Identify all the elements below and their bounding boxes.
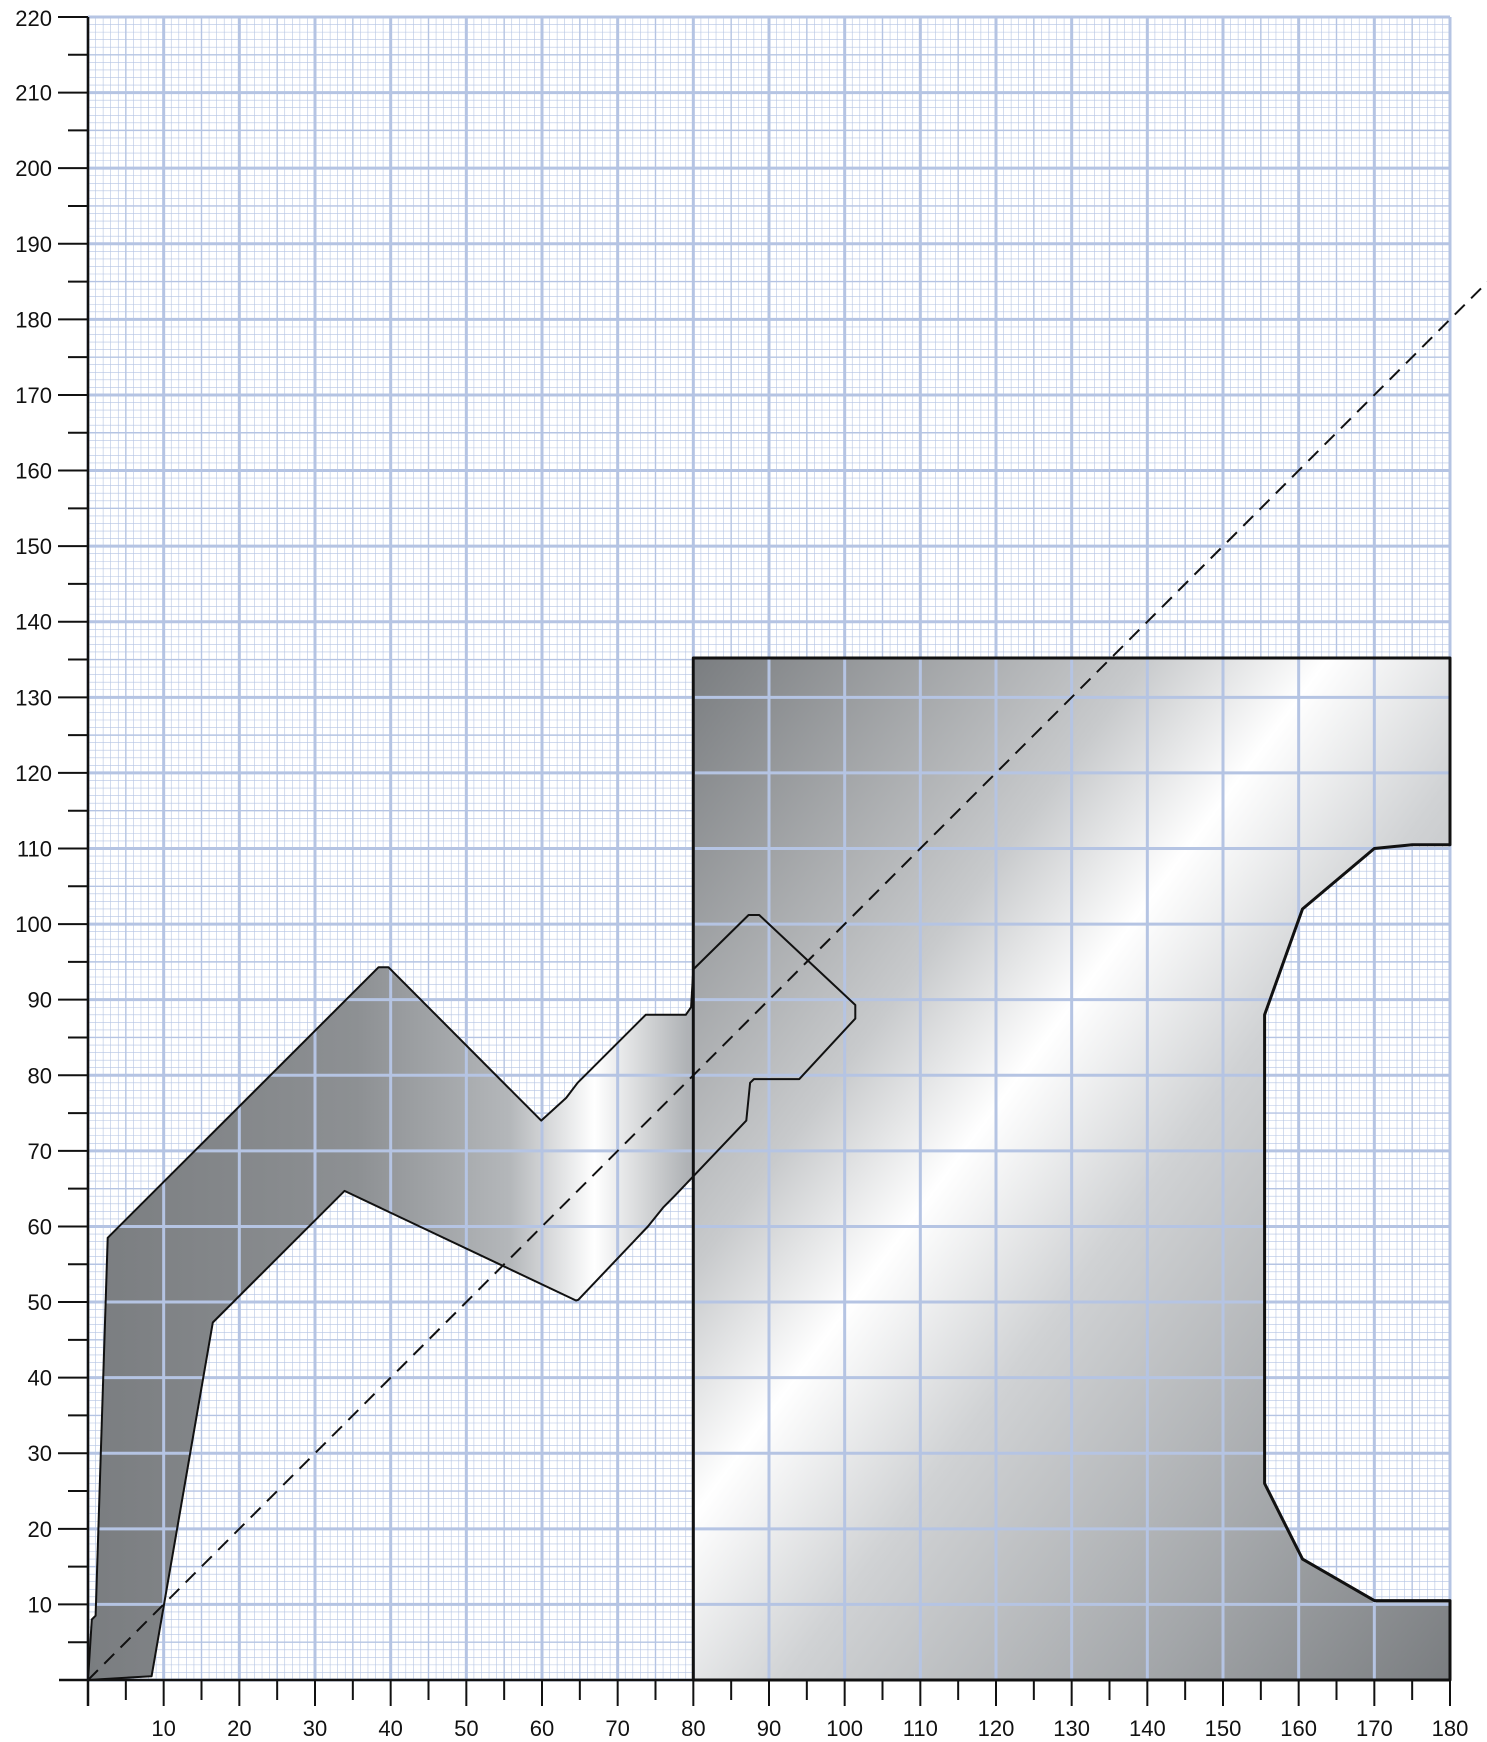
y-tick-label: 140 xyxy=(15,610,52,635)
y-tick-label: 40 xyxy=(28,1366,52,1391)
shape-outlines xyxy=(87,656,1452,1682)
x-tick-label: 110 xyxy=(903,1716,938,1741)
y-tick-label: 160 xyxy=(15,459,52,484)
y-tick-label: 60 xyxy=(28,1214,52,1239)
axes xyxy=(58,16,1451,1706)
x-tick-label: 80 xyxy=(681,1716,705,1741)
y-tick-label: 130 xyxy=(15,685,52,710)
x-tick-label: 90 xyxy=(757,1716,781,1741)
y-tick-label: 50 xyxy=(28,1290,52,1315)
x-tick-label: 60 xyxy=(530,1716,554,1741)
x-tick-label: 170 xyxy=(1356,1716,1393,1741)
x-tick-label: 10 xyxy=(151,1716,175,1741)
x-tick-label: 140 xyxy=(1129,1716,1166,1741)
y-tick-label: 120 xyxy=(15,761,52,786)
base-block-profile-outline xyxy=(691,656,1452,1682)
diagonal-reference xyxy=(87,280,1487,1681)
x-tick-label: 30 xyxy=(303,1716,327,1741)
x-tick-label: 130 xyxy=(1053,1716,1090,1741)
y-tick-label: 180 xyxy=(15,307,52,332)
y-tick-label: 220 xyxy=(15,6,52,31)
y-tick-label: 190 xyxy=(15,232,52,257)
y-tick-label: 70 xyxy=(28,1139,52,1164)
y-tick-label: 110 xyxy=(17,837,52,862)
x-tick-label: 100 xyxy=(826,1716,863,1741)
rail-head-profile-outline xyxy=(87,914,857,1681)
x-tick-label: 20 xyxy=(227,1716,251,1741)
y-tick-label: 90 xyxy=(28,988,52,1013)
y-tick-label: 10 xyxy=(28,1592,52,1617)
reference-layer xyxy=(87,280,1487,1681)
x-tick-label: 40 xyxy=(378,1716,402,1741)
y-tick-label: 200 xyxy=(15,156,52,181)
y-tick-label: 80 xyxy=(28,1063,52,1088)
x-tick-label: 180 xyxy=(1432,1716,1469,1741)
x-tick-label: 160 xyxy=(1280,1716,1317,1741)
y-tick-label: 100 xyxy=(15,912,52,937)
y-tick-label: 30 xyxy=(28,1441,52,1466)
x-tick-labels: 10 20 30 40 50 60 70 80 90 100 110 120 130 140 150 160 1… xyxy=(151,1716,1468,1741)
x-tick-label: 150 xyxy=(1205,1716,1242,1741)
x-tick-label: 70 xyxy=(605,1716,629,1741)
x-tick-label: 120 xyxy=(978,1716,1015,1741)
y-tick-label: 20 xyxy=(28,1517,52,1542)
x-tick-label: 50 xyxy=(454,1716,478,1741)
y-tick-labels: 10 20 30 40 50 60 70 80 90 100 110 120 130 140 150 160 1… xyxy=(15,6,52,1617)
y-tick-label: 150 xyxy=(15,534,52,559)
y-tick-label: 210 xyxy=(15,81,52,106)
y-tick-label: 170 xyxy=(15,383,52,408)
